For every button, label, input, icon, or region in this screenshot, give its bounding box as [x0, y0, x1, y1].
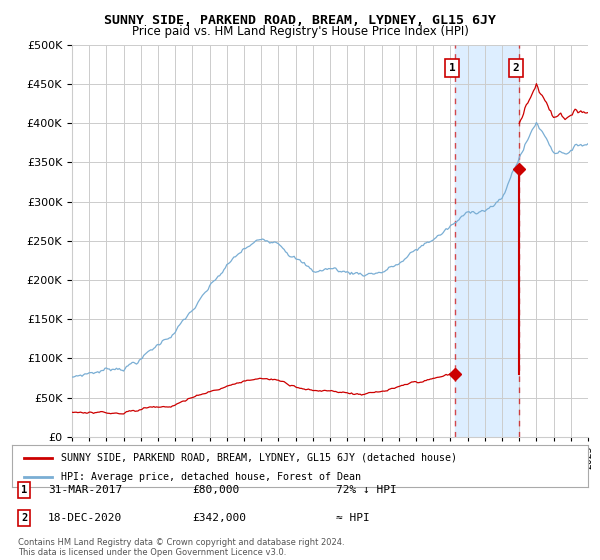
Bar: [455, 45, 518, 437]
Text: ≈ HPI: ≈ HPI: [336, 513, 370, 523]
Text: 72% ↓ HPI: 72% ↓ HPI: [336, 485, 397, 495]
Text: 2: 2: [512, 63, 520, 73]
Text: HPI: Average price, detached house, Forest of Dean: HPI: Average price, detached house, Fore…: [61, 472, 361, 482]
Text: £80,000: £80,000: [192, 485, 239, 495]
Text: 18-DEC-2020: 18-DEC-2020: [48, 513, 122, 523]
Text: SUNNY SIDE, PARKEND ROAD, BREAM, LYDNEY, GL15 6JY (detached house): SUNNY SIDE, PARKEND ROAD, BREAM, LYDNEY,…: [61, 453, 457, 463]
Text: Contains HM Land Registry data © Crown copyright and database right 2024.
This d: Contains HM Land Registry data © Crown c…: [18, 538, 344, 557]
Text: 1: 1: [449, 63, 455, 73]
Text: SUNNY SIDE, PARKEND ROAD, BREAM, LYDNEY, GL15 6JY: SUNNY SIDE, PARKEND ROAD, BREAM, LYDNEY,…: [104, 14, 496, 27]
Text: 1: 1: [21, 485, 27, 495]
Text: 2: 2: [21, 513, 27, 523]
Text: £342,000: £342,000: [192, 513, 246, 523]
Text: Price paid vs. HM Land Registry's House Price Index (HPI): Price paid vs. HM Land Registry's House …: [131, 25, 469, 38]
Text: 31-MAR-2017: 31-MAR-2017: [48, 485, 122, 495]
